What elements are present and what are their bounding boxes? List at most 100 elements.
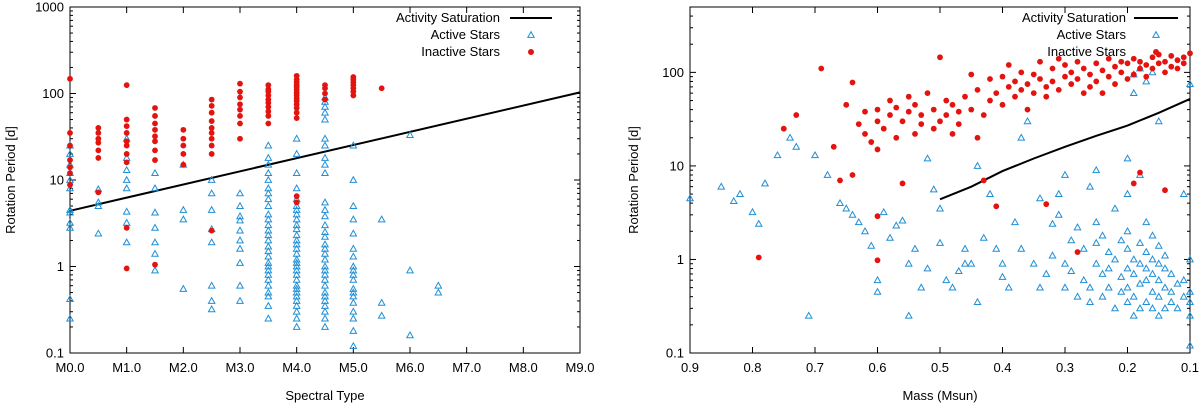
- left-active-star-point: [264, 292, 273, 300]
- right-inactive-star-point: [1093, 78, 1100, 85]
- right-inactive-star-point: [918, 112, 925, 118]
- left-active-star-point: [320, 270, 330, 278]
- right-inactive-star-point: [1149, 65, 1156, 72]
- left-active-star-point: [292, 149, 301, 157]
- right-inactive-star-point: [905, 108, 912, 115]
- right-active-star-point: [1154, 241, 1163, 249]
- left-y-axis-label: Rotation Period [d]: [3, 126, 18, 234]
- right-active-star-point: [810, 150, 820, 159]
- left-inactive-star-point: [208, 227, 215, 234]
- left-inactive-star-point: [322, 90, 328, 97]
- right-inactive-star-point: [874, 106, 881, 113]
- right-active-star-point: [967, 259, 976, 267]
- right-active-star-point: [748, 207, 757, 216]
- left-inactive-star-point: [152, 157, 158, 163]
- right-inactive-star-point: [1105, 55, 1112, 62]
- right-inactive-star-point: [1030, 71, 1037, 78]
- right-active-star-point: [1142, 77, 1151, 85]
- left-inactive-star-point: [208, 109, 215, 116]
- left-active-star-point: [349, 270, 358, 278]
- right-active-star-point: [729, 196, 738, 205]
- right-inactive-star-point: [1005, 62, 1012, 68]
- left-active-star-point: [65, 294, 75, 302]
- right-active-star-point: [1135, 279, 1145, 287]
- right-active-star-point: [1154, 116, 1163, 125]
- right-ticks: 0.9 0.8 0.7 0.6 0.5 0.4 0.3 0.2 0.1 0.1 1 10 100: [662, 6, 1199, 375]
- right-active-star-point: [1110, 255, 1120, 263]
- left-inactive-star-point: [237, 135, 243, 142]
- left-active-star-point: [349, 284, 358, 292]
- right-active-star-point: [1135, 304, 1145, 312]
- right-inactive-star-point: [1068, 81, 1075, 87]
- left-active-star-point: [320, 220, 330, 229]
- left-inactive-star-point: [265, 103, 272, 110]
- right-inactive-star-point: [818, 65, 825, 72]
- right-inactive-star-point: [943, 112, 950, 118]
- left-active-star-point: [179, 284, 188, 292]
- right-inactive-star-point: [974, 134, 981, 141]
- left-active-star-point: [264, 301, 273, 309]
- right-active-star-point: [854, 217, 863, 226]
- left-active-star-point: [320, 275, 330, 283]
- left-inactive-star-point: [180, 126, 187, 133]
- left-active-star-point: [320, 240, 330, 248]
- right-active-star-point: [898, 216, 907, 224]
- right-x-tick-label: 0.3: [1056, 360, 1074, 375]
- left-active-star-point: [207, 281, 216, 289]
- left-active-star-point: [264, 215, 273, 223]
- right-inactive-star-point: [1024, 81, 1031, 87]
- right-active-star-point: [1092, 238, 1101, 246]
- right-active-star-point: [1185, 287, 1195, 295]
- left-active-star-point: [320, 205, 330, 213]
- right-active-star-point: [1154, 292, 1163, 300]
- left-active-star-point: [122, 184, 131, 192]
- left-inactive-star-point: [237, 120, 243, 127]
- left-inactive-star-point: [67, 164, 73, 171]
- left-x-tick-label: M0.0: [56, 360, 85, 375]
- left-inactive-star-point: [208, 102, 215, 109]
- right-x-tick-label: 0.2: [1118, 360, 1136, 375]
- left-inactive-star-point: [378, 85, 385, 92]
- right-inactive-star-point: [1124, 60, 1131, 67]
- left-active-star-point: [94, 198, 103, 206]
- left-inactive-star-point: [208, 151, 215, 157]
- right-inactive-star-point: [862, 130, 868, 137]
- right-inactive-star-point: [1105, 73, 1112, 80]
- right-inactive-star-point: [1080, 65, 1087, 72]
- right-legend-active-swatch: [1152, 31, 1160, 38]
- left-active-star-point: [264, 153, 273, 161]
- left-inactive-star-point: [67, 170, 73, 177]
- left-active-star-point: [349, 201, 358, 209]
- left-active-star-point: [264, 281, 273, 289]
- left-active-star-point: [405, 331, 415, 339]
- right-inactive-star-point: [937, 54, 943, 61]
- right-inactive-star-point: [1049, 78, 1056, 85]
- left-active-star-point: [434, 281, 443, 289]
- right-active-star-point: [942, 275, 951, 284]
- right-inactive-star-point: [1062, 73, 1068, 80]
- left-inactive-star-point: [265, 86, 272, 93]
- right-x-tick-label: 0.8: [743, 360, 761, 375]
- left-active-star-point: [150, 208, 160, 216]
- right-active-star-point: [1142, 297, 1151, 306]
- left-active-star-point: [264, 246, 273, 255]
- right-active-star-point: [1073, 223, 1082, 231]
- right-active-star-point: [935, 238, 945, 246]
- right-inactive-star-point: [1093, 60, 1100, 67]
- right-active-star-point: [1185, 79, 1195, 87]
- right-inactive-star-point: [1174, 57, 1181, 64]
- right-active-star-point: [1142, 217, 1151, 226]
- right-active-star-point: [1067, 266, 1076, 275]
- right-active-star-point: [1054, 189, 1063, 197]
- right-active-star-point: [1129, 292, 1138, 300]
- left-x-tick-label: M6.0: [396, 360, 425, 375]
- left-inactive-star-point: [293, 199, 300, 206]
- right-inactive-star-point: [968, 71, 975, 78]
- right-legend-inactive-label: Inactive Stars: [1047, 44, 1126, 59]
- right-inactive-star-point: [1118, 69, 1125, 76]
- right-active-star-point: [1110, 304, 1120, 312]
- left-inactive-star-point: [322, 96, 328, 103]
- left-active-star-point: [122, 175, 131, 183]
- left-inactive-star-point: [265, 108, 272, 115]
- left-active-star-point: [292, 270, 301, 278]
